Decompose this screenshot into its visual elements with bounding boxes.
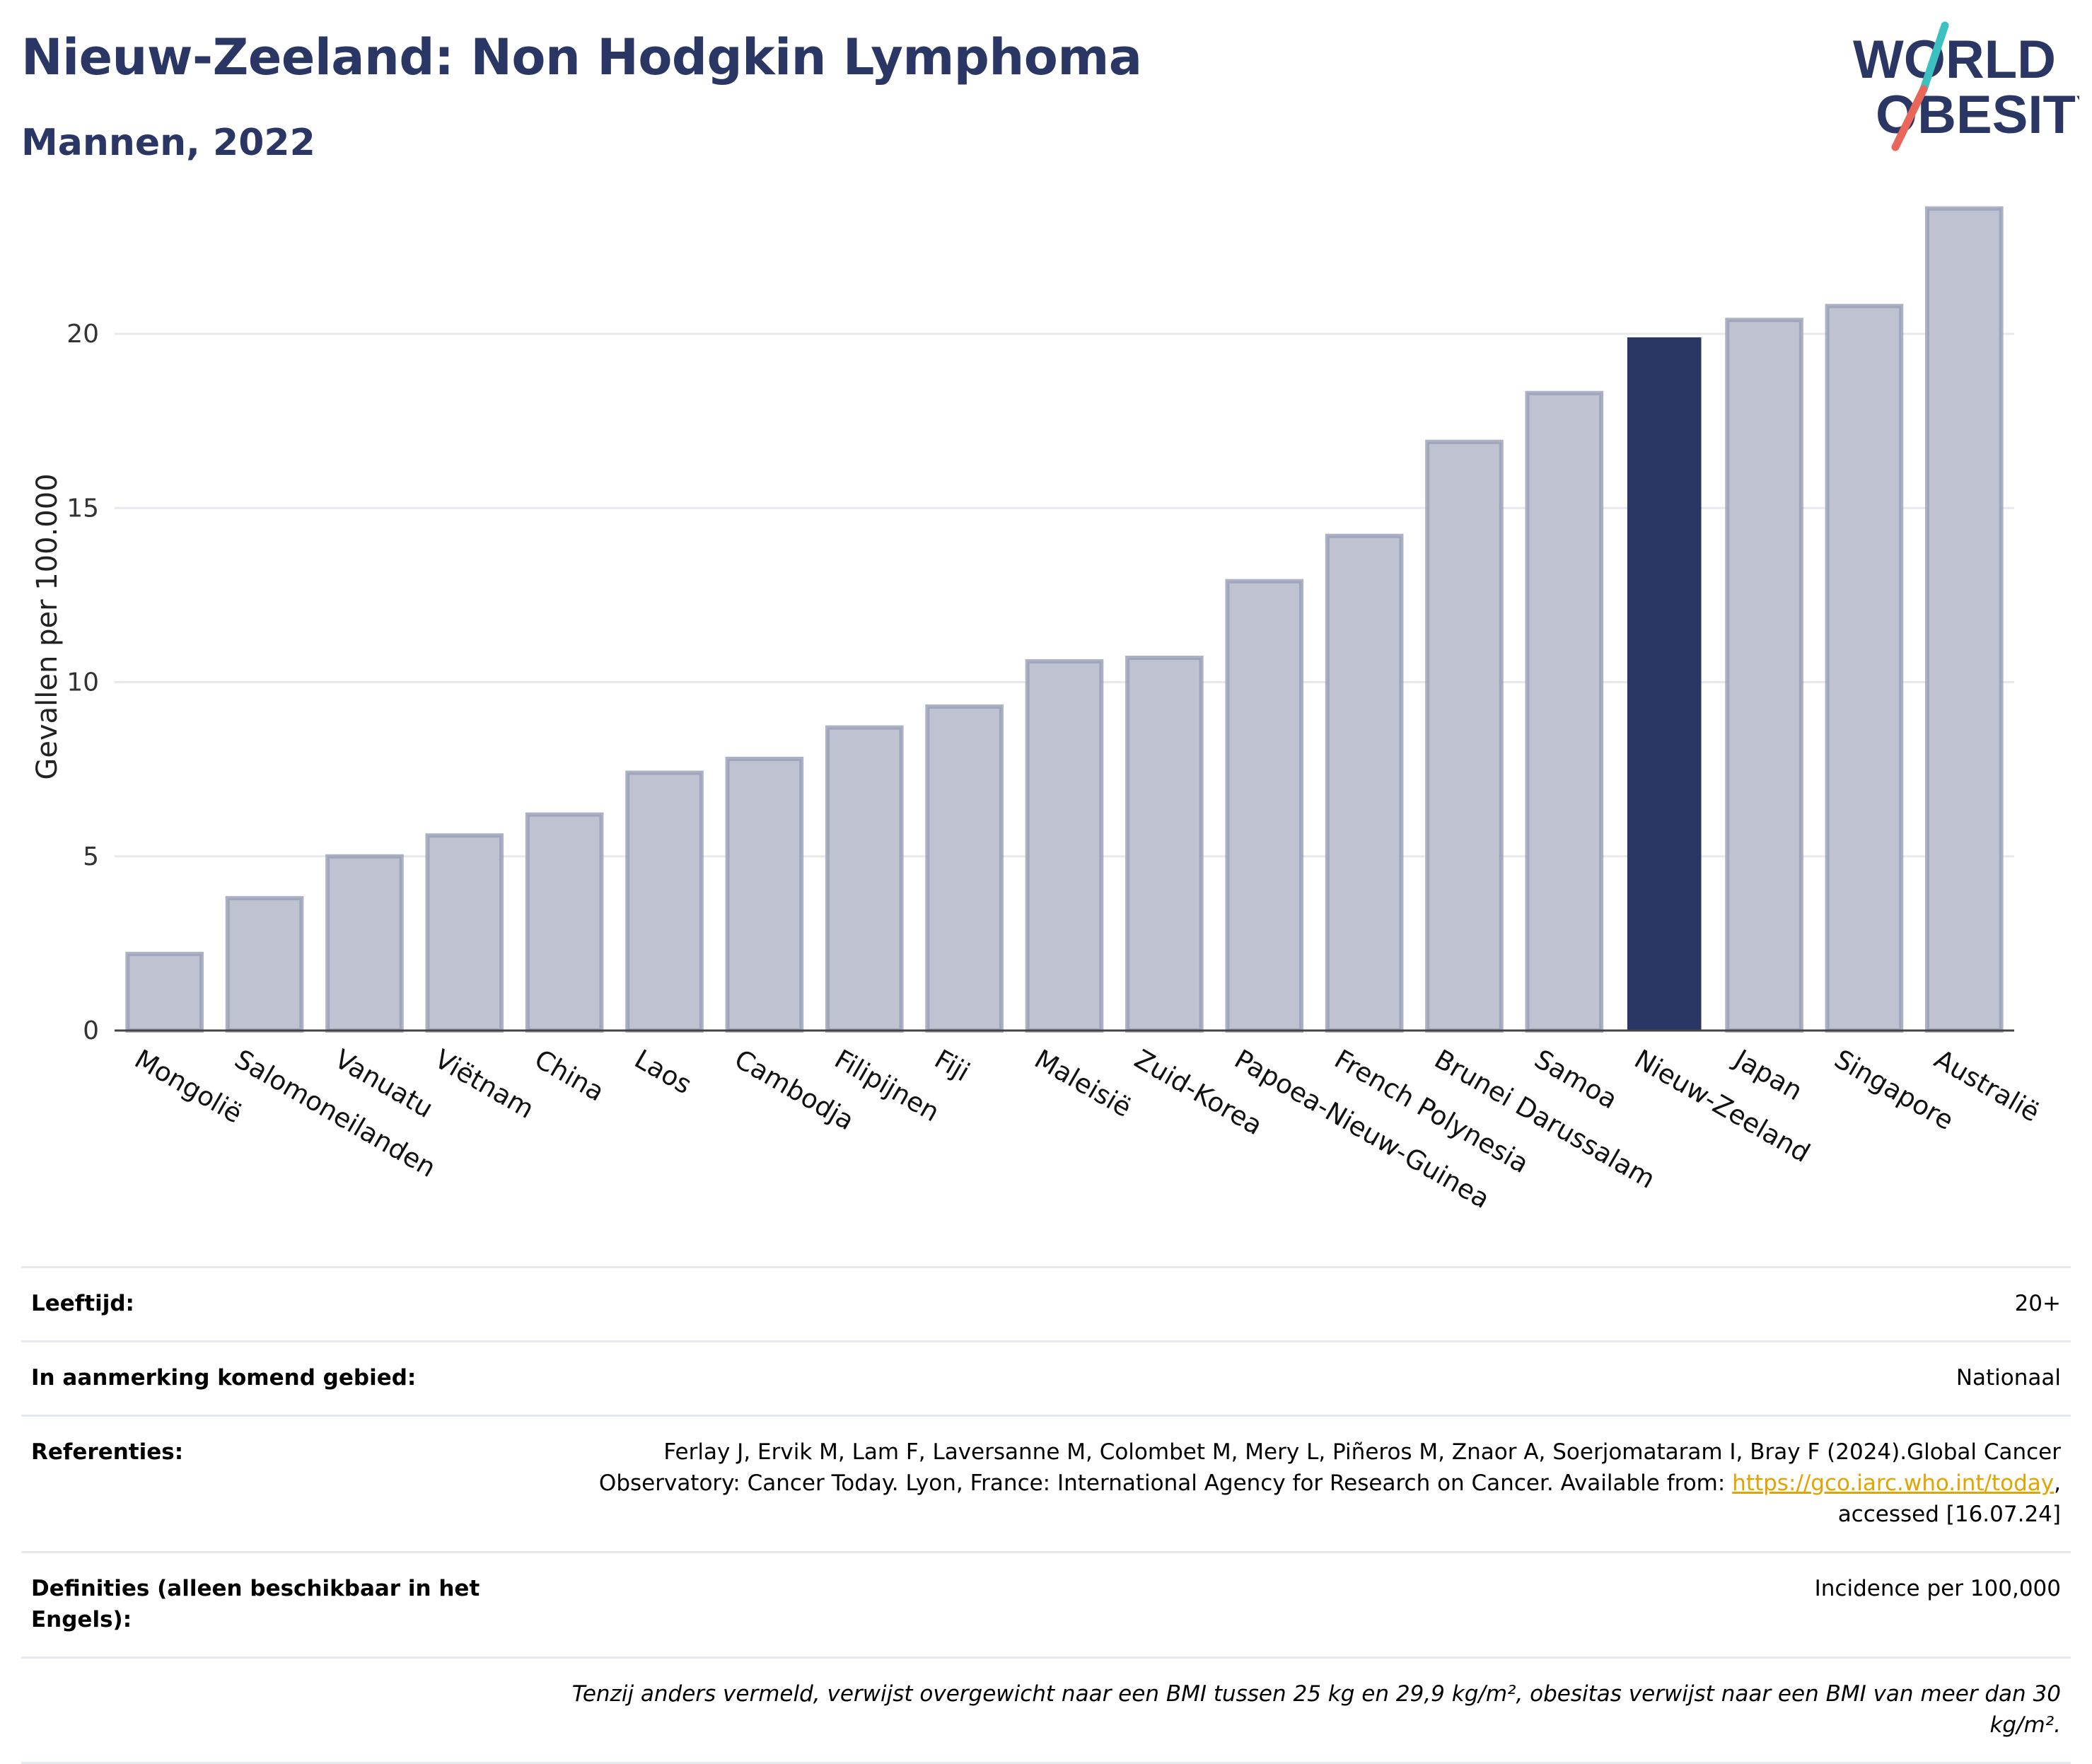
bar (925, 704, 1004, 1033)
bar (1925, 206, 2004, 1033)
age-label: Leeftijd: (31, 1291, 134, 1316)
meta-row-definitions: Definities (alleen beschikbaar in het En… (21, 1551, 2071, 1656)
references-text: Ferlay J, Ervik M, Lam F, Laversanne M, … (598, 1439, 2061, 1496)
definitions-value: Incidence per 100,000 (1814, 1576, 2061, 1601)
x-tick-label: Fiji (929, 1044, 975, 1088)
bar (125, 951, 204, 1033)
bar (725, 756, 804, 1033)
y-tick-label: 15 (66, 494, 99, 523)
bar (425, 833, 504, 1033)
x-tick-label: Laos (629, 1044, 697, 1101)
meta-row-note: Tenzij anders vermeld, verwijst overgewi… (21, 1656, 2071, 1764)
references-link[interactable]: https://gco.iarc.who.int/today (1732, 1470, 2055, 1496)
bar (825, 725, 904, 1033)
page-subtitle: Mannen, 2022 (21, 122, 315, 164)
bar (1627, 337, 1702, 1031)
logo-slash-red (1891, 85, 1928, 151)
area-label: In aanmerking komend gebied: (31, 1365, 417, 1391)
bar (525, 812, 604, 1033)
x-tick-label: Maleisië (1030, 1044, 1137, 1123)
bar (1825, 303, 1904, 1033)
y-tick-label: 10 (66, 668, 99, 697)
y-tick-label: 0 (83, 1016, 99, 1045)
bar (1025, 658, 1104, 1033)
bar (1125, 656, 1204, 1033)
meta-row-age: Leeftijd: 20+ (21, 1266, 2071, 1340)
bar (1525, 390, 1604, 1033)
age-value: 20+ (2014, 1291, 2061, 1316)
references-value: Ferlay J, Ervik M, Lam F, Laversanne M, … (519, 1437, 2061, 1530)
y-tick-label: 20 (66, 320, 99, 349)
bar (225, 895, 304, 1033)
x-tick-label: Viëtnam (429, 1044, 539, 1125)
x-tick-label: Japan (1728, 1043, 1808, 1107)
bar (1725, 318, 1803, 1033)
logo-text-world: WORLD (1853, 30, 2056, 90)
footnote: Tenzij anders vermeld, verwijst overgewi… (571, 1681, 2061, 1738)
y-tick-label: 5 (83, 842, 99, 871)
bar (625, 770, 704, 1033)
x-tick-label: China (530, 1044, 610, 1108)
metadata-table: Leeftijd: 20+ In aanmerking komend gebie… (21, 1266, 2071, 1764)
area-value: Nationaal (1956, 1365, 2061, 1391)
x-tick-label: Nieuw-Zeeland (1629, 1044, 1815, 1169)
world-obesity-logo: WORLD OBESITY (1853, 21, 2079, 151)
bar (325, 854, 404, 1033)
bar (1225, 579, 1304, 1033)
references-label: Referenties: (31, 1439, 184, 1465)
bar (1425, 439, 1504, 1033)
page-title: Nieuw-Zeeland: Non Hodgkin Lymphoma (21, 28, 1142, 86)
meta-row-references: Referenties: Ferlay J, Ervik M, Lam F, L… (21, 1415, 2071, 1551)
logo-slash-teal (1919, 21, 1949, 93)
y-axis-label: Gevallen per 100.000 (31, 473, 64, 779)
meta-row-area: In aanmerking komend gebied: Nationaal (21, 1340, 2071, 1415)
bar (1325, 533, 1404, 1033)
definitions-label: Definities (alleen beschikbaar in het En… (31, 1576, 480, 1632)
x-tick-label: Mongolië (129, 1044, 248, 1130)
references-accessed: , accessed [16.07.24] (1837, 1470, 2061, 1527)
